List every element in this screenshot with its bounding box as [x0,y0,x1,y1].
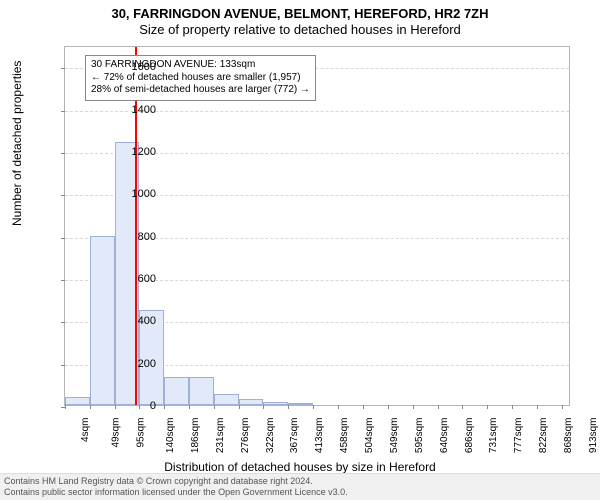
y-tick-label: 1000 [132,188,156,200]
plot-area: 30 FARRINGDON AVENUE: 133sqm ← 72% of de… [64,46,570,406]
x-tick-mark [90,405,91,409]
x-tick-mark [189,405,190,409]
x-tick-label: 549sqm [389,418,400,454]
chart-area: 30 FARRINGDON AVENUE: 133sqm ← 72% of de… [64,46,570,406]
y-axis-label: Number of detached properties [10,61,24,226]
y-tick-label: 0 [150,400,156,412]
x-tick-mark [462,405,463,409]
x-tick-label: 231sqm [215,418,226,454]
x-tick-mark [363,405,364,409]
x-tick-label: 322sqm [265,418,276,454]
x-tick-mark [338,405,339,409]
annotation-line-2: ← 72% of detached houses are smaller (1,… [91,72,310,85]
y-tick-label: 1600 [132,61,156,73]
x-tick-label: 640sqm [439,418,450,454]
y-tick-mark [61,153,65,154]
y-tick-mark [61,322,65,323]
x-tick-label: 140sqm [165,418,176,454]
x-tick-mark [562,405,563,409]
y-tick-label: 600 [138,273,156,285]
x-tick-mark [115,405,116,409]
y-tick-mark [61,238,65,239]
histogram-bar [164,377,189,405]
x-tick-label: 276sqm [240,418,251,454]
histogram-bar [214,394,239,405]
x-tick-mark [537,405,538,409]
x-tick-mark [263,405,264,409]
x-tick-label: 868sqm [563,418,574,454]
x-tick-label: 777sqm [513,418,524,454]
x-tick-label: 504sqm [364,418,375,454]
x-tick-label: 595sqm [414,418,425,454]
y-tick-label: 200 [138,358,156,370]
x-tick-mark [413,405,414,409]
annotation-box: 30 FARRINGDON AVENUE: 133sqm ← 72% of de… [85,55,316,101]
x-tick-label: 731sqm [488,418,499,454]
x-tick-label: 686sqm [464,418,475,454]
x-tick-label: 95sqm [135,418,146,448]
title-sub: Size of property relative to detached ho… [0,21,600,37]
x-tick-label: 186sqm [191,418,202,454]
x-tick-mark [164,405,165,409]
x-tick-mark [438,405,439,409]
x-tick-mark [487,405,488,409]
histogram-bar [239,399,264,405]
y-tick-mark [61,111,65,112]
x-tick-mark [313,405,314,409]
footer-line-1: Contains HM Land Registry data © Crown c… [4,476,596,487]
y-tick-mark [61,195,65,196]
x-tick-label: 413sqm [315,418,326,454]
x-tick-label: 49sqm [110,418,121,448]
x-tick-mark [65,405,66,409]
histogram-bar [90,236,115,405]
x-tick-mark [288,405,289,409]
footer-line-2: Contains public sector information licen… [4,487,596,498]
x-tick-label: 367sqm [289,418,300,454]
histogram-bar [288,403,313,405]
y-tick-label: 1400 [132,104,156,116]
x-tick-mark [214,405,215,409]
y-tick-mark [61,280,65,281]
x-tick-label: 458sqm [339,418,350,454]
histogram-bar [65,397,90,405]
histogram-bar [263,402,288,405]
y-tick-mark [61,365,65,366]
x-tick-mark [139,405,140,409]
y-tick-label: 1200 [132,146,156,158]
y-tick-label: 800 [138,231,156,243]
x-tick-label: 913sqm [588,418,599,454]
x-tick-label: 822sqm [538,418,549,454]
x-tick-mark [239,405,240,409]
x-tick-mark [512,405,513,409]
x-tick-label: 4sqm [80,418,91,442]
y-tick-mark [61,68,65,69]
reference-line [135,47,137,405]
y-tick-label: 400 [138,315,156,327]
x-tick-mark [388,405,389,409]
histogram-bar [189,377,214,405]
footer: Contains HM Land Registry data © Crown c… [0,473,600,500]
title-main: 30, FARRINGDON AVENUE, BELMONT, HEREFORD… [0,0,600,21]
x-axis-label: Distribution of detached houses by size … [0,460,600,474]
annotation-line-1: 30 FARRINGDON AVENUE: 133sqm [91,59,310,72]
annotation-line-3: 28% of semi-detached houses are larger (… [91,84,310,97]
